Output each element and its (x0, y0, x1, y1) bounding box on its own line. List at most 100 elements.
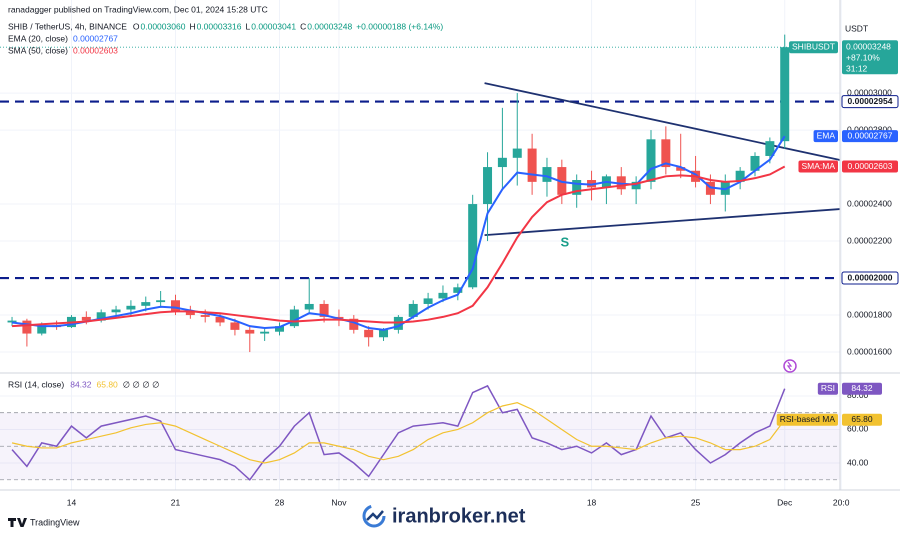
ohlc-key: C (300, 21, 306, 31)
watermark: iranbroker.net (355, 500, 545, 533)
rsi-tag-box (842, 382, 882, 395)
legend-value: 0.00002603 (73, 45, 118, 55)
candle-body (96, 312, 106, 321)
event-icon (783, 359, 797, 373)
moving-average-line (11, 135, 786, 331)
watermark-text: iranbroker.net (392, 505, 526, 527)
candle-body (676, 167, 686, 171)
candle-body (304, 303, 314, 310)
candle-body (408, 303, 418, 317)
symbol-title: SHIB / TetherUS, 4h, BINANCE (8, 21, 127, 31)
currency-label: USDT (845, 23, 868, 33)
x-tick-label: Nov (331, 497, 347, 507)
candle-body (527, 148, 537, 182)
ohlc-key: L (246, 21, 251, 31)
rsi-tick-label: 80.00 (847, 390, 869, 400)
legend-name: EMA (20, close) (8, 33, 68, 43)
series-tag-name-box (798, 160, 838, 173)
y-tick-label: 0.00003000 (847, 87, 892, 97)
series-tag-text: 0.00002767 (848, 130, 893, 140)
rsi-tag-name: RSI (817, 382, 838, 395)
rsi-tag: 84.32 (842, 382, 882, 395)
rsi-tag-name-text: RSI (821, 383, 835, 393)
candle-body (185, 311, 195, 316)
x-tick-label: 18 (587, 497, 597, 507)
x-tick-label: 21 (171, 497, 181, 507)
candle-body (453, 287, 463, 293)
rsi-tick-label: 60.00 (847, 424, 869, 434)
change-value: +0.00000188 (+6.14%) (356, 21, 443, 31)
level-tag-text: 0.00002000 (848, 272, 893, 282)
candle-body (750, 155, 760, 171)
candle-body (319, 303, 329, 317)
candle-body (780, 47, 790, 142)
series-tag-text: 0.00002603 (848, 161, 893, 171)
level-tag: 0.00002000 (841, 271, 899, 285)
rsi-tag-name-box (817, 382, 838, 395)
series-tag: 0.00002603 (842, 160, 898, 173)
rsi-tag: 65.80 (842, 413, 882, 426)
y-tick-label: 0.00001800 (847, 309, 892, 319)
marks-layer: S (0, 34, 841, 481)
last-price-tag: 0.00003248+87.10%31:12 (842, 40, 898, 75)
candle-body (468, 204, 478, 288)
candle-body (215, 316, 225, 323)
x-tick-label: 28 (275, 497, 285, 507)
event-icon-bolt (786, 361, 793, 371)
candle-body (423, 298, 433, 304)
ohlc-key: O (133, 21, 140, 31)
ohlc-value: 0.00003316 (197, 21, 242, 31)
y-tick-label: 0.00001600 (847, 346, 892, 356)
rsi-tag-name-box (776, 413, 838, 426)
candle-body (735, 170, 745, 182)
rsi-line (11, 384, 786, 481)
x-tick-label: 25 (691, 497, 701, 507)
series-tag-name-box (813, 130, 838, 143)
labels-layer: 14 21 28 Nov 18 25 Dec 20:0 0.00003000 0.00002800… (8, 4, 899, 507)
candle-body (260, 331, 270, 334)
candle-body (111, 309, 121, 313)
ohlc-value: 0.00003060 (141, 21, 186, 31)
candle-body (245, 329, 255, 334)
trendline (484, 82, 841, 161)
x-tick-label: 14 (67, 497, 77, 507)
rsi-title: RSI (14, close) (8, 379, 64, 389)
candle-body (200, 315, 210, 317)
rsi-tag-text: 84.32 (851, 383, 873, 393)
y-tick-label: 0.00002200 (847, 235, 892, 245)
rsi-legend-value: 65.80 (97, 379, 119, 389)
level-tag-box (841, 95, 899, 109)
rsi-tag-name-text: RSI-based MA (780, 414, 836, 424)
legend-value: 0.00002767 (73, 33, 118, 43)
rsi-tag-box (842, 413, 882, 426)
x-tick-label: Dec (777, 497, 793, 507)
last-price-symbol-box (789, 41, 838, 54)
candle-body (7, 320, 17, 323)
series-tag: 0.00002767 (842, 130, 898, 143)
ohlc-key: H (189, 21, 195, 31)
last-price-box (842, 40, 898, 75)
candle-body (483, 167, 493, 205)
series-tag-name-text: SMA:MA (801, 161, 835, 171)
candle-body (512, 148, 522, 158)
level-tag-box (841, 271, 899, 285)
candle-body (22, 320, 32, 334)
candle-body (542, 167, 552, 182)
candle-body (230, 322, 240, 330)
candle-body (646, 139, 656, 182)
series-tag-name: EMA (813, 130, 838, 143)
last-price-change: +87.10% (846, 52, 880, 62)
y-tick-label: 0.00002400 (847, 198, 892, 208)
candle-body (141, 302, 151, 306)
watermark-logo-arrow (366, 510, 384, 521)
candle-body (275, 326, 285, 332)
series-tag-name: SMA:MA (798, 160, 838, 173)
brand-name: TradingView (30, 517, 80, 527)
annotation: S (560, 235, 569, 250)
candle-body (349, 318, 359, 330)
candle-body (661, 139, 671, 168)
last-price-symbol: SHIBUSDT (789, 41, 838, 54)
